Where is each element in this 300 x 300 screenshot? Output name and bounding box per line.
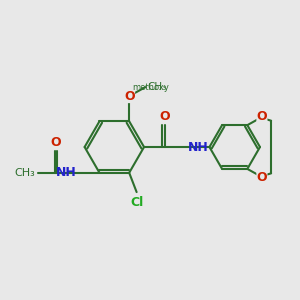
Text: O: O — [256, 110, 267, 123]
Text: NH: NH — [188, 140, 209, 154]
Text: O: O — [160, 110, 170, 123]
Text: O: O — [256, 171, 267, 184]
Text: NH: NH — [56, 166, 76, 179]
Text: CH₃: CH₃ — [14, 168, 35, 178]
Text: CH₃: CH₃ — [147, 82, 166, 92]
Text: O: O — [50, 136, 61, 149]
Text: methoxy: methoxy — [133, 82, 169, 91]
Text: Cl: Cl — [130, 196, 143, 209]
Text: O: O — [124, 89, 134, 103]
